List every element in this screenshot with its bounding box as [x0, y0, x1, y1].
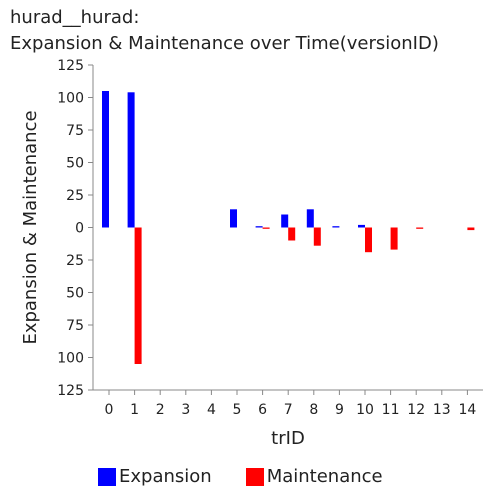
- x-tick-label: 7: [284, 402, 293, 418]
- x-tick-label: 5: [233, 402, 242, 418]
- bar-maintenance-7: [288, 228, 295, 241]
- y-tick-label: 100: [57, 351, 84, 367]
- legend-label-expansion: Expansion: [119, 466, 212, 487]
- y-tick-label: 75: [66, 318, 84, 334]
- bar-maintenance-12: [416, 228, 423, 229]
- bar-maintenance-1: [135, 228, 142, 365]
- bar-maintenance-10: [365, 228, 372, 253]
- x-tick-label: 13: [433, 402, 451, 418]
- y-tick-label: 125: [57, 58, 84, 74]
- x-tick-label: 4: [207, 402, 216, 418]
- bar-maintenance-14: [467, 228, 474, 231]
- y-tick-label: 75: [66, 123, 84, 139]
- legend: Expansion Maintenance: [98, 466, 417, 487]
- legend-label-maintenance: Maintenance: [267, 466, 383, 487]
- x-tick-label: 2: [156, 402, 165, 418]
- y-tick-label: 25: [66, 188, 84, 204]
- bar-expansion-1: [128, 92, 135, 227]
- y-axis-label: Expansion & Maintenance: [20, 110, 41, 344]
- x-axis-label: trID: [271, 428, 305, 449]
- x-tick-label: 1: [130, 402, 139, 418]
- y-tick-label: 125: [57, 383, 84, 399]
- y-tick-label: 100: [57, 91, 84, 107]
- y-tick-label: 0: [75, 221, 84, 237]
- x-tick-label: 3: [181, 402, 190, 418]
- bar-expansion-10: [358, 225, 365, 228]
- bar-expansion-9: [332, 226, 339, 227]
- bar-expansion-0: [102, 91, 109, 228]
- x-tick-label: 12: [407, 402, 425, 418]
- legend-swatch-expansion: [98, 468, 116, 486]
- y-tick-label: 50: [66, 286, 84, 302]
- legend-item-maintenance: Maintenance: [246, 466, 383, 487]
- bar-maintenance-11: [391, 228, 398, 250]
- x-tick-label: 10: [356, 402, 374, 418]
- legend-swatch-maintenance: [246, 468, 264, 486]
- bar-expansion-8: [307, 209, 314, 227]
- x-tick-label: 0: [105, 402, 114, 418]
- bar-expansion-5: [230, 209, 237, 227]
- x-tick-label: 14: [458, 402, 476, 418]
- x-tick-label: 6: [258, 402, 267, 418]
- bar-maintenance-8: [314, 228, 321, 246]
- x-tick-label: 8: [309, 402, 318, 418]
- x-tick-label: 9: [335, 402, 344, 418]
- bar-expansion-7: [281, 215, 288, 228]
- bar-maintenance-6: [263, 228, 270, 229]
- x-tick-label: 11: [382, 402, 400, 418]
- y-tick-label: 25: [66, 253, 84, 269]
- legend-item-expansion: Expansion: [98, 466, 212, 487]
- bar-expansion-6: [256, 226, 263, 227]
- y-tick-label: 50: [66, 156, 84, 172]
